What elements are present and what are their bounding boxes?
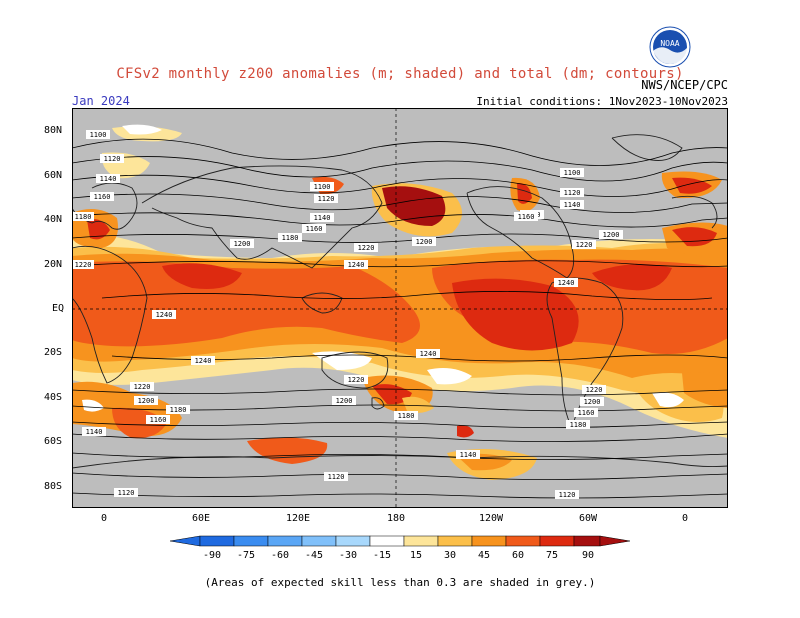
contour-label: 1100 xyxy=(314,183,331,191)
colorbar-swatch xyxy=(301,535,337,547)
contour-label: 1100 xyxy=(90,131,107,139)
colorbar-swatch xyxy=(573,535,601,547)
lon-label: 60E xyxy=(192,513,211,524)
lat-label: 60N xyxy=(44,170,63,181)
agency-label: NWS/NCEP/CPC xyxy=(641,78,728,92)
colorbar-swatch xyxy=(437,535,473,547)
contour-label: 1180 xyxy=(570,421,587,429)
contour-label: 1100 xyxy=(564,169,581,177)
colorbar-tick: 30 xyxy=(444,550,456,561)
logo-text: NOAA xyxy=(660,39,679,48)
contour-label: 1120 xyxy=(104,155,121,163)
colorbar-swatch xyxy=(335,535,371,547)
colorbar-swatch xyxy=(505,535,541,547)
contour-label: 1160 xyxy=(94,193,111,201)
contour-labels: 1100 1120 1140 1160 1180 1200 1220 1240 … xyxy=(72,130,623,499)
contour-label: 1240 xyxy=(420,350,437,358)
contour-label: 1120 xyxy=(318,195,335,203)
contour-label: 1120 xyxy=(328,473,345,481)
colorbar: -90 -75 -60 -45 -30 -15 15 30 45 60 75 9… xyxy=(170,535,630,561)
lat-label: 40S xyxy=(44,392,63,403)
contour-label: 1240 xyxy=(156,311,173,319)
noaa-logo: NOAA xyxy=(649,26,691,68)
contour-label: 1220 xyxy=(586,386,603,394)
z200-anomaly-map: 1100 1120 1140 1160 1180 1200 1220 1240 … xyxy=(72,108,728,508)
forecast-month: Jan 2024 xyxy=(72,94,130,108)
contour-label: 1200 xyxy=(416,238,433,246)
contour-label: 1120 xyxy=(564,189,581,197)
colorbar-right-arrow xyxy=(599,535,630,547)
lon-label: 180 xyxy=(387,513,406,524)
contour-label: 1200 xyxy=(336,397,353,405)
colorbar-tick: 15 xyxy=(410,550,422,561)
lon-label: 60W xyxy=(579,513,598,524)
contour-label: 1200 xyxy=(603,231,620,239)
contour-label: 1200 xyxy=(138,397,155,405)
contour-label: 1220 xyxy=(348,376,365,384)
contour-label: 1220 xyxy=(75,261,92,269)
contour-label: 1160 xyxy=(150,416,167,424)
colorbar-left-arrow xyxy=(170,535,201,547)
colorbar-swatch xyxy=(233,535,269,547)
contour-label: 1140 xyxy=(86,428,103,436)
contour-label: 1140 xyxy=(460,451,477,459)
lon-label: 120E xyxy=(286,513,311,524)
contour-label: 1160 xyxy=(578,409,595,417)
contour-label: 1240 xyxy=(195,357,212,365)
lat-label: 80N xyxy=(44,125,63,136)
colorbar-tick: 75 xyxy=(546,550,558,561)
colorbar-tick: -15 xyxy=(373,550,391,561)
contour-label: 1220 xyxy=(134,383,151,391)
colorbar-tick: -75 xyxy=(237,550,255,561)
colorbar-swatch xyxy=(403,535,439,547)
contour-label: 1180 xyxy=(75,213,92,221)
skill-caption: (Areas of expected skill less than 0.3 a… xyxy=(204,576,596,589)
lat-label: 60S xyxy=(44,436,63,447)
contour-label: 1180 xyxy=(282,234,299,242)
colorbar-tick: -60 xyxy=(271,550,289,561)
colorbar-swatch xyxy=(199,535,235,547)
contour-label: 1180 xyxy=(170,406,187,414)
colorbar-tick: -45 xyxy=(305,550,323,561)
map-frame xyxy=(72,108,728,508)
colorbar-tick: 60 xyxy=(512,550,524,561)
contour-label: 1120 xyxy=(118,489,135,497)
colorbar-tick: 90 xyxy=(582,550,594,561)
lat-label: 80S xyxy=(44,481,63,492)
contour-label: 1140 xyxy=(564,201,581,209)
colorbar-swatch xyxy=(539,535,575,547)
contour-label: 1160 xyxy=(518,213,535,221)
contour-label: 1220 xyxy=(358,244,375,252)
lat-label: 20N xyxy=(44,259,63,270)
contour-label: 1220 xyxy=(576,241,593,249)
lat-label: 40N xyxy=(44,214,63,225)
contour-label: 1140 xyxy=(314,214,331,222)
contour-label: 1180 xyxy=(398,412,415,420)
contour-label: 1200 xyxy=(584,398,601,406)
contour-label: 1200 xyxy=(234,240,251,248)
lon-label: 0 xyxy=(682,513,689,524)
contour-label: 1140 xyxy=(100,175,117,183)
initial-conditions: Initial conditions: 1Nov2023-10Nov2023 xyxy=(476,95,728,108)
lat-label: EQ xyxy=(52,303,65,314)
contour-label: 1240 xyxy=(558,279,575,287)
colorbar-swatch xyxy=(267,535,303,547)
colorbar-tick: 45 xyxy=(478,550,490,561)
colorbar-tick: -90 xyxy=(203,550,221,561)
colorbar-swatch xyxy=(369,535,405,547)
colorbar-tick: -30 xyxy=(339,550,357,561)
colorbar-swatch xyxy=(471,535,507,547)
contour-label: 1120 xyxy=(559,491,576,499)
lat-label: 20S xyxy=(44,347,63,358)
lon-label: 120W xyxy=(479,513,504,524)
contour-label: 1160 xyxy=(306,225,323,233)
map-title: CFSv2 monthly z200 anomalies (m; shaded)… xyxy=(116,66,684,82)
lon-label: 0 xyxy=(101,513,108,524)
contour-label: 1240 xyxy=(348,261,365,269)
